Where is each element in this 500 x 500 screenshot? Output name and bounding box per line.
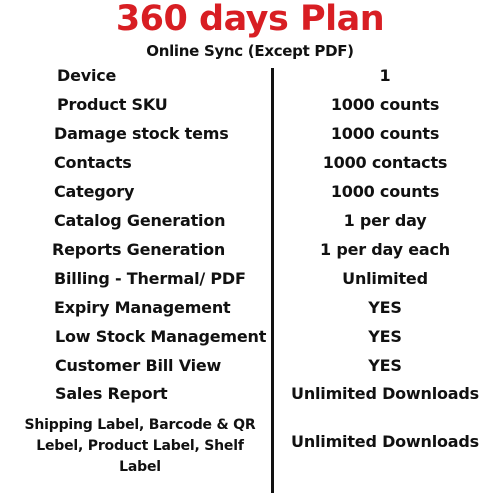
feature-label-expiry-management: Expiry Management [54,298,231,317]
feature-label-low-stock-management: Low Stock Management [55,327,267,346]
feature-value-damage-stock: 1000 counts [330,124,440,143]
feature-label-billing: Billing - Thermal/ PDF [54,269,246,288]
plan-title: 360 days Plan [115,0,385,39]
feature-label-contacts: Contacts [54,153,132,172]
feature-value-device: 1 [379,66,391,85]
feature-value-contacts: 1000 contacts [322,153,448,172]
feature-value-customer-bill-view: YES [368,356,402,375]
feature-value-shipping-labels: Unlimited Downloads [291,432,479,451]
feature-label-reports-generation: Reports Generation [52,240,226,259]
feature-label-shipping-labels: Shipping Label, Barcode & QR Lebel, Prod… [24,417,256,475]
feature-label-sales-report: Sales Report [55,384,168,403]
feature-value-catalog-generation: 1 per day [343,211,427,230]
feature-label-damage-stock: Damage stock tems [54,124,229,143]
feature-value-product-sku: 1000 counts [330,95,440,114]
feature-value-low-stock-management: YES [368,327,402,346]
feature-label-category: Category [54,182,135,201]
column-divider [271,68,274,493]
plan-subtitle: Online Sync (Except PDF) [146,42,354,60]
feature-label-catalog-generation: Catalog Generation [54,211,226,230]
feature-value-category: 1000 counts [330,182,440,201]
feature-value-billing: Unlimited [342,269,428,288]
feature-value-reports-generation: 1 per day each [320,240,450,259]
feature-label-product-sku: Product SKU [57,95,168,114]
feature-label-device: Device [57,66,117,85]
feature-value-expiry-management: YES [368,298,402,317]
feature-label-customer-bill-view: Customer Bill View [55,356,222,375]
feature-value-sales-report: Unlimited Downloads [291,384,479,403]
